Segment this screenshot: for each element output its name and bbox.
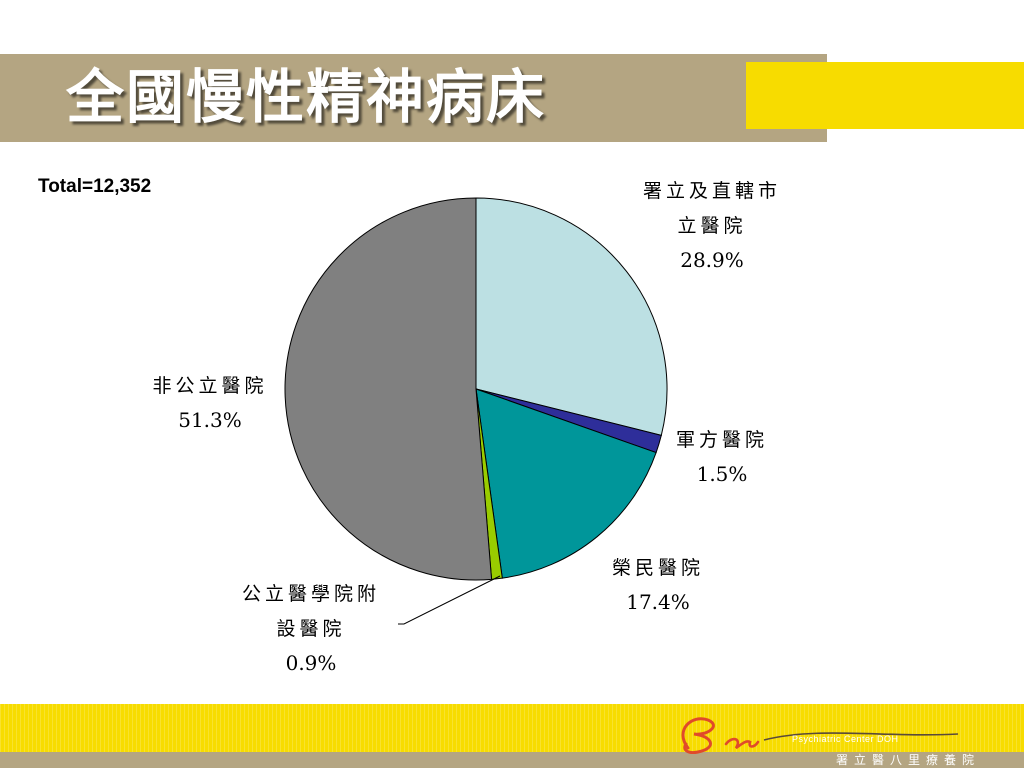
slice-label-line-4: 設醫院 — [276, 618, 345, 640]
total-label: Total=12,352 — [38, 176, 152, 197]
pie-slice-1 — [475, 197, 668, 436]
slice-label-line-2: 軍方醫院 — [676, 429, 768, 451]
slide-title: 全國慢性精神病床 — [66, 63, 547, 131]
slice-percent-5: 51.3% — [178, 408, 242, 432]
slice-label-line-5: 非公立醫院 — [152, 375, 267, 397]
slice-label-line-1: 立醫院 — [677, 215, 746, 237]
pie-slice-3 — [475, 388, 657, 579]
slice-label-line-4: 公立醫學院附 — [242, 583, 380, 605]
logo-subtitle: Psychiatric Center DOH — [792, 734, 899, 744]
footer-strip — [0, 752, 1024, 768]
slice-label-line-1: 署立及直轄市 — [643, 180, 781, 202]
title-bar — [0, 54, 827, 142]
slice-label-3: 榮民醫院 17.4% — [612, 557, 704, 614]
title-accent-block — [746, 62, 1024, 129]
slice-percent-3: 17.4% — [626, 590, 690, 614]
slice-label-line-3: 榮民醫院 — [612, 557, 704, 579]
slice-label-5: 非公立醫院 51.3% — [152, 375, 267, 432]
slice-percent-2: 1.5% — [697, 462, 748, 486]
slice-percent-4: 0.9% — [286, 651, 337, 675]
slice-label-2: 軍方醫院 1.5% — [676, 429, 768, 486]
pie-slice-5 — [284, 197, 493, 581]
footer-band — [0, 704, 1024, 752]
logo-chinese-name: 署立醫八里療養院 — [836, 753, 981, 767]
slice-percent-1: 28.9% — [680, 248, 744, 272]
bali-logo — [681, 717, 959, 754]
leader-line — [398, 575, 501, 625]
